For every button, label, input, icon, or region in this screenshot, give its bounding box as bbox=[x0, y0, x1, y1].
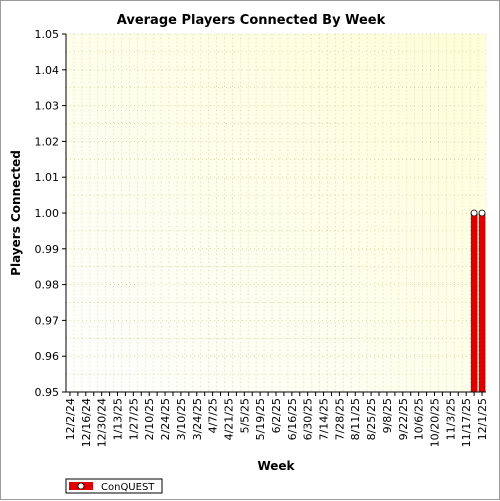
data-point-marker bbox=[470, 209, 478, 217]
x-tick-label: 9/8/25 bbox=[381, 398, 394, 433]
x-tick-label: 4/7/25 bbox=[207, 398, 220, 433]
x-axis-title: Week bbox=[257, 459, 295, 473]
data-point-marker bbox=[478, 209, 486, 217]
x-tick-label: 5/5/25 bbox=[238, 398, 251, 433]
y-axis-title: Players Connected bbox=[9, 150, 23, 276]
x-tick-label: 8/11/25 bbox=[349, 398, 362, 440]
x-tick-label: 3/10/25 bbox=[175, 398, 188, 440]
y-tick-label: 0.97 bbox=[35, 314, 60, 327]
x-tick-label: 12/30/24 bbox=[96, 398, 109, 447]
x-tick-label: 1/27/25 bbox=[127, 398, 140, 440]
y-tick-label: 0.98 bbox=[35, 279, 60, 292]
x-tick-label: 9/22/25 bbox=[397, 398, 410, 440]
x-tick-label: 2/10/25 bbox=[143, 398, 156, 440]
x-tick-label: 12/1/25 bbox=[476, 398, 489, 440]
chart-title: Average Players Connected By Week bbox=[117, 13, 386, 28]
x-tick-label: 11/3/25 bbox=[444, 398, 457, 440]
x-tick-label: 1/13/25 bbox=[112, 398, 125, 440]
legend-marker bbox=[77, 482, 85, 490]
bar bbox=[478, 212, 486, 393]
legend-label: ConQUEST bbox=[101, 482, 155, 493]
y-tick-label: 1.02 bbox=[35, 135, 60, 148]
legend: ConQUEST bbox=[65, 478, 163, 494]
x-ticks: 12/2/24 12/16/24 12/30/24 1/13/25 1/27/25 2/1… bbox=[64, 392, 489, 447]
x-tick-label: 7/14/25 bbox=[318, 398, 331, 440]
x-tick-label: 3/24/25 bbox=[191, 398, 204, 440]
x-tick-label: 10/20/25 bbox=[428, 398, 441, 447]
plot-area bbox=[66, 34, 486, 392]
x-tick-label: 6/30/25 bbox=[302, 398, 315, 440]
x-tick-label: 5/19/25 bbox=[254, 398, 267, 440]
x-tick-label: 8/25/25 bbox=[365, 398, 378, 440]
y-ticks: 0.95 0.96 0.97 0.98 0.99 1.00 1.01 1.02 1.03 1.04… bbox=[35, 28, 66, 399]
bar bbox=[470, 212, 478, 393]
x-tick-label: 11/17/25 bbox=[460, 398, 473, 447]
y-tick-label: 0.95 bbox=[35, 386, 60, 399]
y-tick-label: 1.01 bbox=[35, 171, 60, 184]
x-tick-label: 2/24/25 bbox=[159, 398, 172, 440]
x-tick-label: 12/16/24 bbox=[80, 398, 93, 447]
y-tick-label: 1.05 bbox=[35, 28, 60, 41]
y-tick-label: 0.96 bbox=[35, 350, 60, 363]
y-tick-label: 1.04 bbox=[35, 64, 60, 77]
x-tick-label: 4/21/25 bbox=[222, 398, 235, 440]
markers bbox=[470, 209, 486, 217]
x-tick-label: 10/6/25 bbox=[413, 398, 426, 440]
y-tick-label: 1.00 bbox=[35, 207, 60, 220]
x-tick-label: 12/2/24 bbox=[64, 398, 77, 440]
y-tick-label: 0.99 bbox=[35, 243, 60, 256]
y-tick-label: 1.03 bbox=[35, 100, 60, 113]
x-tick-label: 6/2/25 bbox=[270, 398, 283, 433]
x-tick-label: 6/16/25 bbox=[286, 398, 299, 440]
x-tick-label: 7/28/25 bbox=[333, 398, 346, 440]
